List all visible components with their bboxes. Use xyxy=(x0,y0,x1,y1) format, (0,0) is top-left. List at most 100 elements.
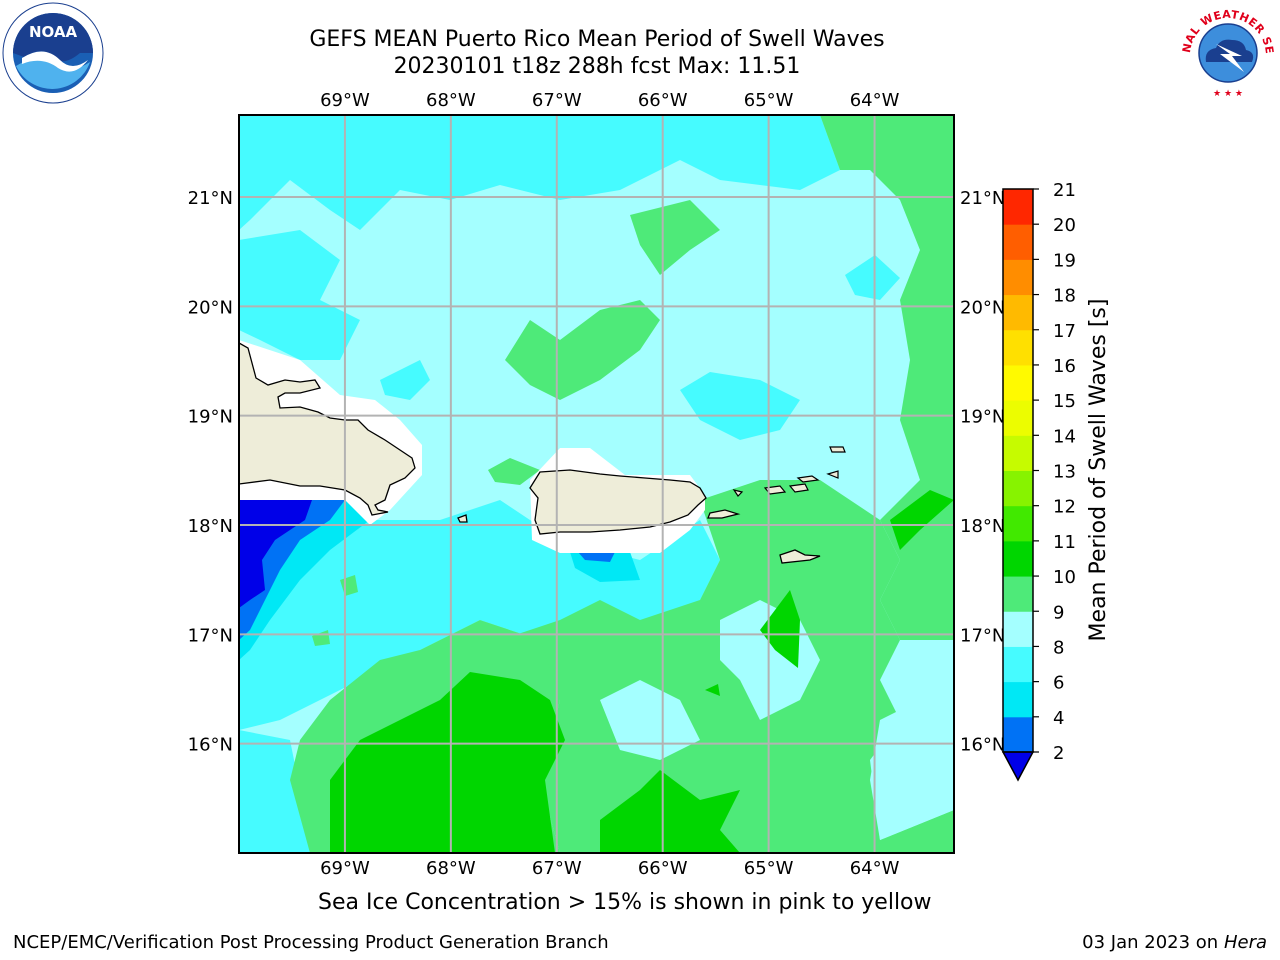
contour-9-10-west-islands xyxy=(488,458,540,485)
footer-date: 03 Jan 2023 on Hera xyxy=(1082,932,1267,954)
land-hispaniola xyxy=(239,342,416,516)
lat-tick-label: 18°N xyxy=(188,516,233,537)
lat-tick-label: 18°N xyxy=(960,516,1005,537)
colorbar-swatch xyxy=(1003,646,1033,683)
colorbar: 2 4 6 8 9 10 11 12 13 14 15 16 17 18 19 20 21 xyxy=(1001,180,1076,782)
lat-tick-label: 21°N xyxy=(188,188,233,209)
colorbar-tick-label: 12 xyxy=(1053,497,1076,518)
contour-6-8-north xyxy=(239,115,840,230)
colorbar-tick-label: 9 xyxy=(1053,602,1064,623)
contour-6-8-mid xyxy=(380,360,430,400)
land-mona xyxy=(457,514,468,523)
colorbar-tick-label: 17 xyxy=(1053,321,1076,342)
contour-6-8-northwest xyxy=(239,230,360,360)
lat-tick-label: 19°N xyxy=(960,407,1005,428)
svg-text:★ ★ ★: ★ ★ ★ xyxy=(1213,89,1243,99)
lon-tick-label: 69°W xyxy=(320,90,370,111)
contour-9-10-center xyxy=(505,300,660,400)
colorbar-tick-label: 15 xyxy=(1053,391,1076,412)
colorbar-swatch xyxy=(1003,294,1033,331)
colorbar-swatch xyxy=(1003,189,1033,225)
land-virgin-islands xyxy=(732,446,846,497)
contour-10-11-east xyxy=(760,590,800,668)
chart-subtitle: 20230101 t18z 288h fcst Max: 11.51 xyxy=(393,54,801,79)
colorbar-swatch xyxy=(1003,400,1033,436)
lon-tick-label: 68°W xyxy=(426,90,476,111)
colorbar-swatch xyxy=(1003,329,1033,366)
contour-6-8-ne xyxy=(845,255,900,300)
lon-tick-label: 67°W xyxy=(532,858,582,879)
lat-tick-label: 21°N xyxy=(960,188,1005,209)
lat-tick-label: 20°N xyxy=(960,297,1005,318)
noaa-logo-text: NOAA xyxy=(29,23,78,41)
colorbar-tick-label: 14 xyxy=(1053,426,1076,447)
sea-ice-caption: Sea Ice Concentration > 15% is shown in … xyxy=(318,890,932,915)
lon-tick-label: 69°W xyxy=(320,858,370,879)
land-st-croix xyxy=(779,549,821,564)
colorbar-swatch xyxy=(1003,611,1033,647)
lon-labels-bottom: 69°W 68°W 67°W 66°W 65°W 64°W xyxy=(320,858,900,879)
colorbar-swatch xyxy=(1003,576,1033,612)
land-vieques xyxy=(707,509,741,519)
footer-host: Hera xyxy=(1223,932,1267,953)
contour-9-10-north-center xyxy=(630,200,720,275)
colorbar-tick-label: 8 xyxy=(1053,637,1064,658)
contour-2-4-south-pr xyxy=(578,552,615,562)
colorbar-tick-label: 21 xyxy=(1053,180,1076,201)
lat-tick-label: 17°N xyxy=(188,625,233,646)
contour-10-11-spot xyxy=(705,684,720,696)
colorbar-under-triangle xyxy=(1001,751,1035,782)
colorbar-tick-label: 13 xyxy=(1053,462,1076,483)
lon-tick-label: 64°W xyxy=(850,858,900,879)
lat-tick-label: 19°N xyxy=(188,407,233,428)
colorbar-tick-label: 2 xyxy=(1053,743,1064,764)
lon-tick-label: 67°W xyxy=(532,90,582,111)
contour-under-2-sw xyxy=(239,500,312,608)
colorbar-swatch xyxy=(1003,716,1033,753)
contour-8-9-s-gap3 xyxy=(870,700,954,840)
lon-tick-label: 66°W xyxy=(638,90,688,111)
contour-fields xyxy=(239,115,954,853)
contour-6-8-southwest xyxy=(239,730,310,853)
nws-logo-icon: NATIONAL WEATHER SERVICE ★ ★ ★ xyxy=(1176,0,1278,102)
colorbar-tick-label: 4 xyxy=(1053,708,1064,729)
footer-branch: NCEP/EMC/Verification Post Processing Pr… xyxy=(13,932,609,953)
lat-labels-left: 21°N 20°N 19°N 18°N 17°N 16°N xyxy=(188,188,233,756)
lon-tick-label: 68°W xyxy=(426,858,476,879)
colorbar-swatch xyxy=(1003,470,1033,507)
colorbar-swatch xyxy=(1003,505,1033,542)
colorbar-tick-label: 16 xyxy=(1053,356,1076,377)
lon-tick-label: 66°W xyxy=(638,858,688,879)
noaa-logo-icon: NOAA xyxy=(2,2,104,104)
colorbar-label: Mean Period of Swell Waves [s] xyxy=(1086,299,1111,642)
lat-labels-right: 21°N 20°N 19°N 18°N 17°N 16°N xyxy=(960,188,1005,756)
lon-tick-label: 65°W xyxy=(744,90,794,111)
colorbar-swatch xyxy=(1003,224,1033,260)
colorbar-tick-label: 18 xyxy=(1053,286,1076,307)
colorbar-tick-label: 6 xyxy=(1053,673,1064,694)
lon-tick-label: 64°W xyxy=(850,90,900,111)
colorbar-tick-label: 19 xyxy=(1053,250,1076,271)
contour-10-11-ne xyxy=(890,490,954,550)
lat-tick-label: 20°N xyxy=(188,297,233,318)
map-frame xyxy=(238,114,955,854)
colorbar-tick-label: 20 xyxy=(1053,215,1076,236)
lon-labels-top: 69°W 68°W 67°W 66°W 65°W 64°W xyxy=(320,90,900,111)
footer-date-text: 03 Jan 2023 on xyxy=(1082,932,1224,953)
colorbar-tick-label: 11 xyxy=(1053,532,1076,553)
chart-title: GEFS MEAN Puerto Rico Mean Period of Swe… xyxy=(309,27,885,52)
contour-10-11-south2 xyxy=(600,770,740,853)
contour-8-9-se-gap2 xyxy=(600,680,700,760)
colorbar-swatch xyxy=(1003,540,1033,577)
lon-tick-label: 65°W xyxy=(744,858,794,879)
colorbar-swatch xyxy=(1003,435,1033,471)
lat-tick-label: 17°N xyxy=(960,625,1005,646)
colorbar-swatch xyxy=(1003,259,1033,296)
colorbar-swatch xyxy=(1003,681,1033,718)
contour-10-11-south xyxy=(330,672,565,853)
lat-tick-label: 16°N xyxy=(188,735,233,756)
colorbar-swatch xyxy=(1003,364,1033,401)
lat-tick-label: 16°N xyxy=(960,735,1005,756)
contour-6-8-east xyxy=(680,372,800,440)
